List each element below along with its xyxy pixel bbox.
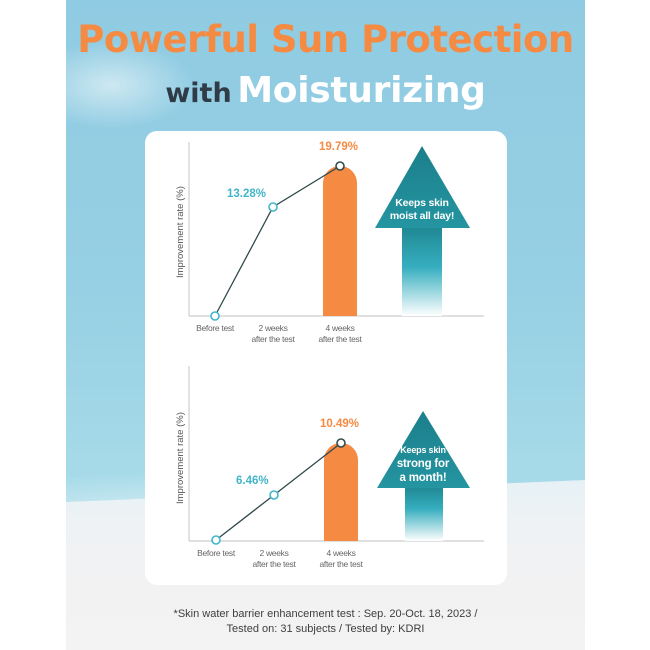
headline: Powerful Sun Protection <box>77 18 574 61</box>
point-4-weeks <box>335 161 345 171</box>
point-4-weeks <box>336 438 346 448</box>
arrow-head <box>375 146 470 228</box>
subheadline: with Moisturizing <box>66 70 585 111</box>
x-tick-before: Before test <box>196 323 234 333</box>
value-label-4-weeks: 19.79% <box>319 141 359 153</box>
value-label-2-weeks: 13.28% <box>227 188 267 200</box>
point-before <box>210 311 220 321</box>
x-tick-before: Before test <box>197 548 235 558</box>
poster-background: Powerful Sun Protection with Moisturizin… <box>66 0 585 650</box>
arrow-head <box>377 411 470 488</box>
value-label-2-weeks: 6.46% <box>236 475 269 487</box>
bar-4-weeks <box>323 166 357 316</box>
moisture-chart-plot <box>188 142 484 321</box>
barrier-chart: Improvement rate (%) 6.46% 10.49% Keeps … <box>145 356 507 585</box>
y-axis-label: Improvement rate (%) <box>175 412 186 504</box>
test-footnote: *Skin water barrier enhancement test : S… <box>173 608 478 635</box>
arrow-shaft <box>405 487 443 541</box>
point-before <box>211 535 221 545</box>
bar-4-weeks <box>324 443 358 541</box>
value-label-4-weeks: 10.49% <box>320 418 360 430</box>
subheadline-prefix: with <box>165 78 232 109</box>
arrow-callout: Keeps skin strong for a month! <box>396 445 450 484</box>
barrier-chart-plot <box>188 366 484 545</box>
cloud-decoration <box>66 40 196 130</box>
arrow-callout: Keeps skin moist all day! <box>389 197 455 222</box>
point-2-weeks <box>269 490 279 500</box>
moisture-chart: Improvement rate (%) 13.28% 19.79% Keeps… <box>145 131 507 356</box>
x-tick-4-weeks: 4 weeks after the test <box>319 548 363 569</box>
x-tick-2-weeks: 2 weeks after the test <box>251 323 295 344</box>
x-tick-2-weeks: 2 weeks after the test <box>252 548 296 569</box>
point-2-weeks <box>268 202 278 212</box>
y-axis-label: Improvement rate (%) <box>175 186 186 278</box>
trend-line <box>215 442 342 541</box>
x-tick-4-weeks: 4 weeks after the test <box>318 323 362 344</box>
results-card: Improvement rate (%) 13.28% 19.79% Keeps… <box>145 131 507 585</box>
subheadline-highlight: Moisturizing <box>237 70 486 111</box>
arrow-shaft <box>402 227 442 316</box>
